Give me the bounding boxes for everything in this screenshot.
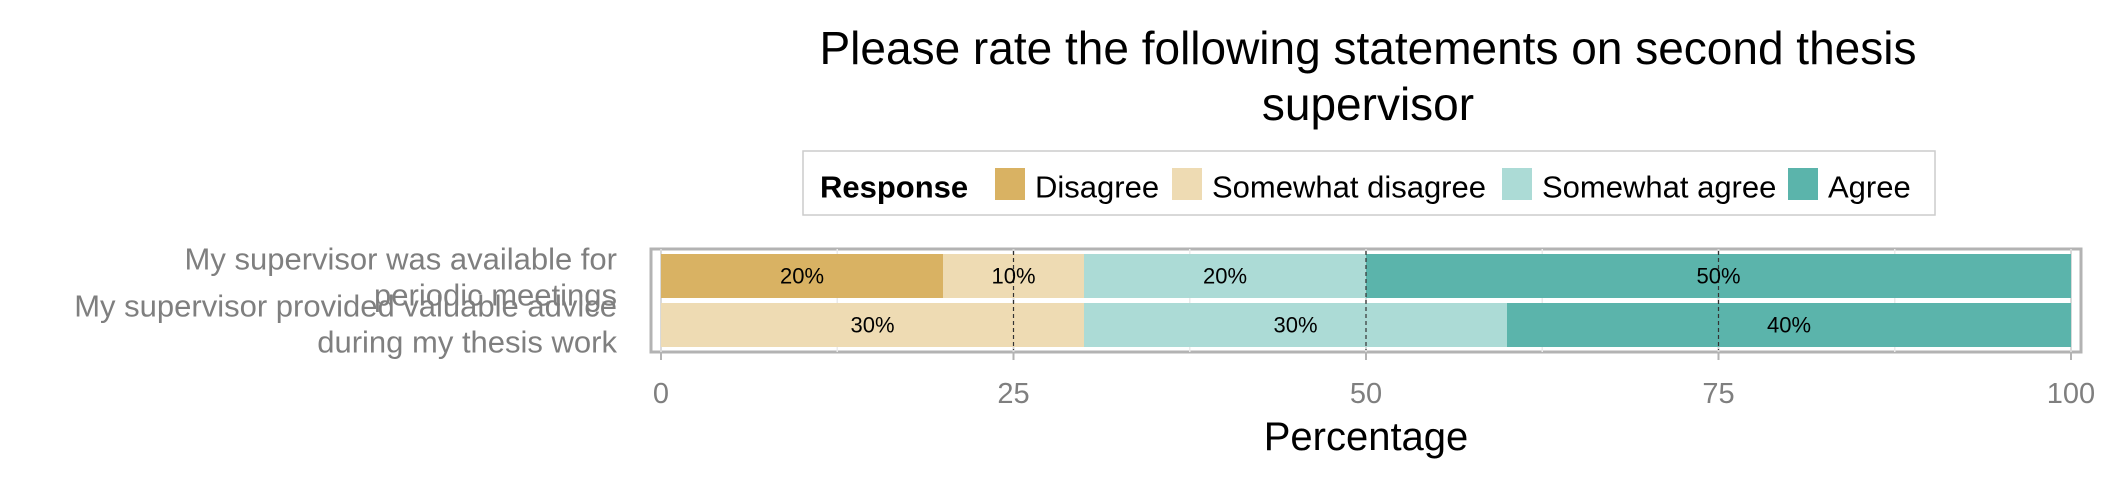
y-tick-label: My supervisor was available for: [185, 242, 617, 277]
data-label: 20%: [1203, 264, 1247, 289]
legend-key-somewhat-disagree: [1172, 168, 1202, 200]
data-labels: 20% 10% 20% 50% 30% 30% 40%: [780, 264, 1811, 338]
legend-key-agree: [1788, 168, 1818, 200]
legend-label-somewhat-agree: Somewhat agree: [1542, 170, 1776, 205]
legend-key-somewhat-agree: [1502, 168, 1532, 200]
y-tick-label: periodic meetings: [374, 278, 617, 313]
y-tick-label: My supervisor provided valuable advice: [74, 289, 617, 324]
chart-title-line: Please rate the following statements on …: [820, 22, 1917, 74]
data-label: 30%: [850, 313, 894, 338]
chart-title-line: supervisor: [1262, 78, 1474, 130]
legend-label-somewhat-disagree: Somewhat disagree: [1212, 170, 1486, 205]
data-label: 20%: [780, 264, 824, 289]
data-label: 10%: [991, 264, 1035, 289]
x-axis-title: Percentage: [1264, 415, 1469, 459]
x-tick-label: 0: [653, 378, 669, 410]
legend: Response Disagree Somewhat disagree Somewha…: [802, 150, 1936, 216]
x-tick-label: 50: [1350, 378, 1382, 410]
legend-key-disagree: [995, 168, 1025, 200]
legend-label-disagree: Disagree: [1035, 170, 1159, 205]
bars: [661, 254, 2071, 347]
y-tick-label: during my thesis work: [317, 325, 617, 360]
x-tick-label: 100: [2047, 378, 2095, 410]
data-label: 40%: [1767, 313, 1811, 338]
x-tick-label: 75: [1702, 378, 1734, 410]
data-label: 50%: [1696, 264, 1740, 289]
bar-agree: [1507, 303, 2071, 347]
data-label: 30%: [1273, 313, 1317, 338]
legend-label-agree: Agree: [1828, 170, 1911, 205]
x-axis: 0 25 50 75 100 Percentage: [653, 352, 2095, 459]
legend-box: [802, 150, 1936, 216]
y-axis: My supervisor was available forperiodic …: [74, 242, 617, 360]
bar-somewhat-agree: [1084, 303, 1507, 347]
bar-somewhat-agree: [1084, 254, 1366, 298]
x-tick-label: 25: [997, 378, 1029, 410]
chart-title: Please rate the following statements on …: [820, 22, 1917, 130]
legend-title: Response: [820, 170, 968, 205]
reference-lines: [1012, 251, 1720, 350]
bar-disagree: [661, 254, 943, 298]
